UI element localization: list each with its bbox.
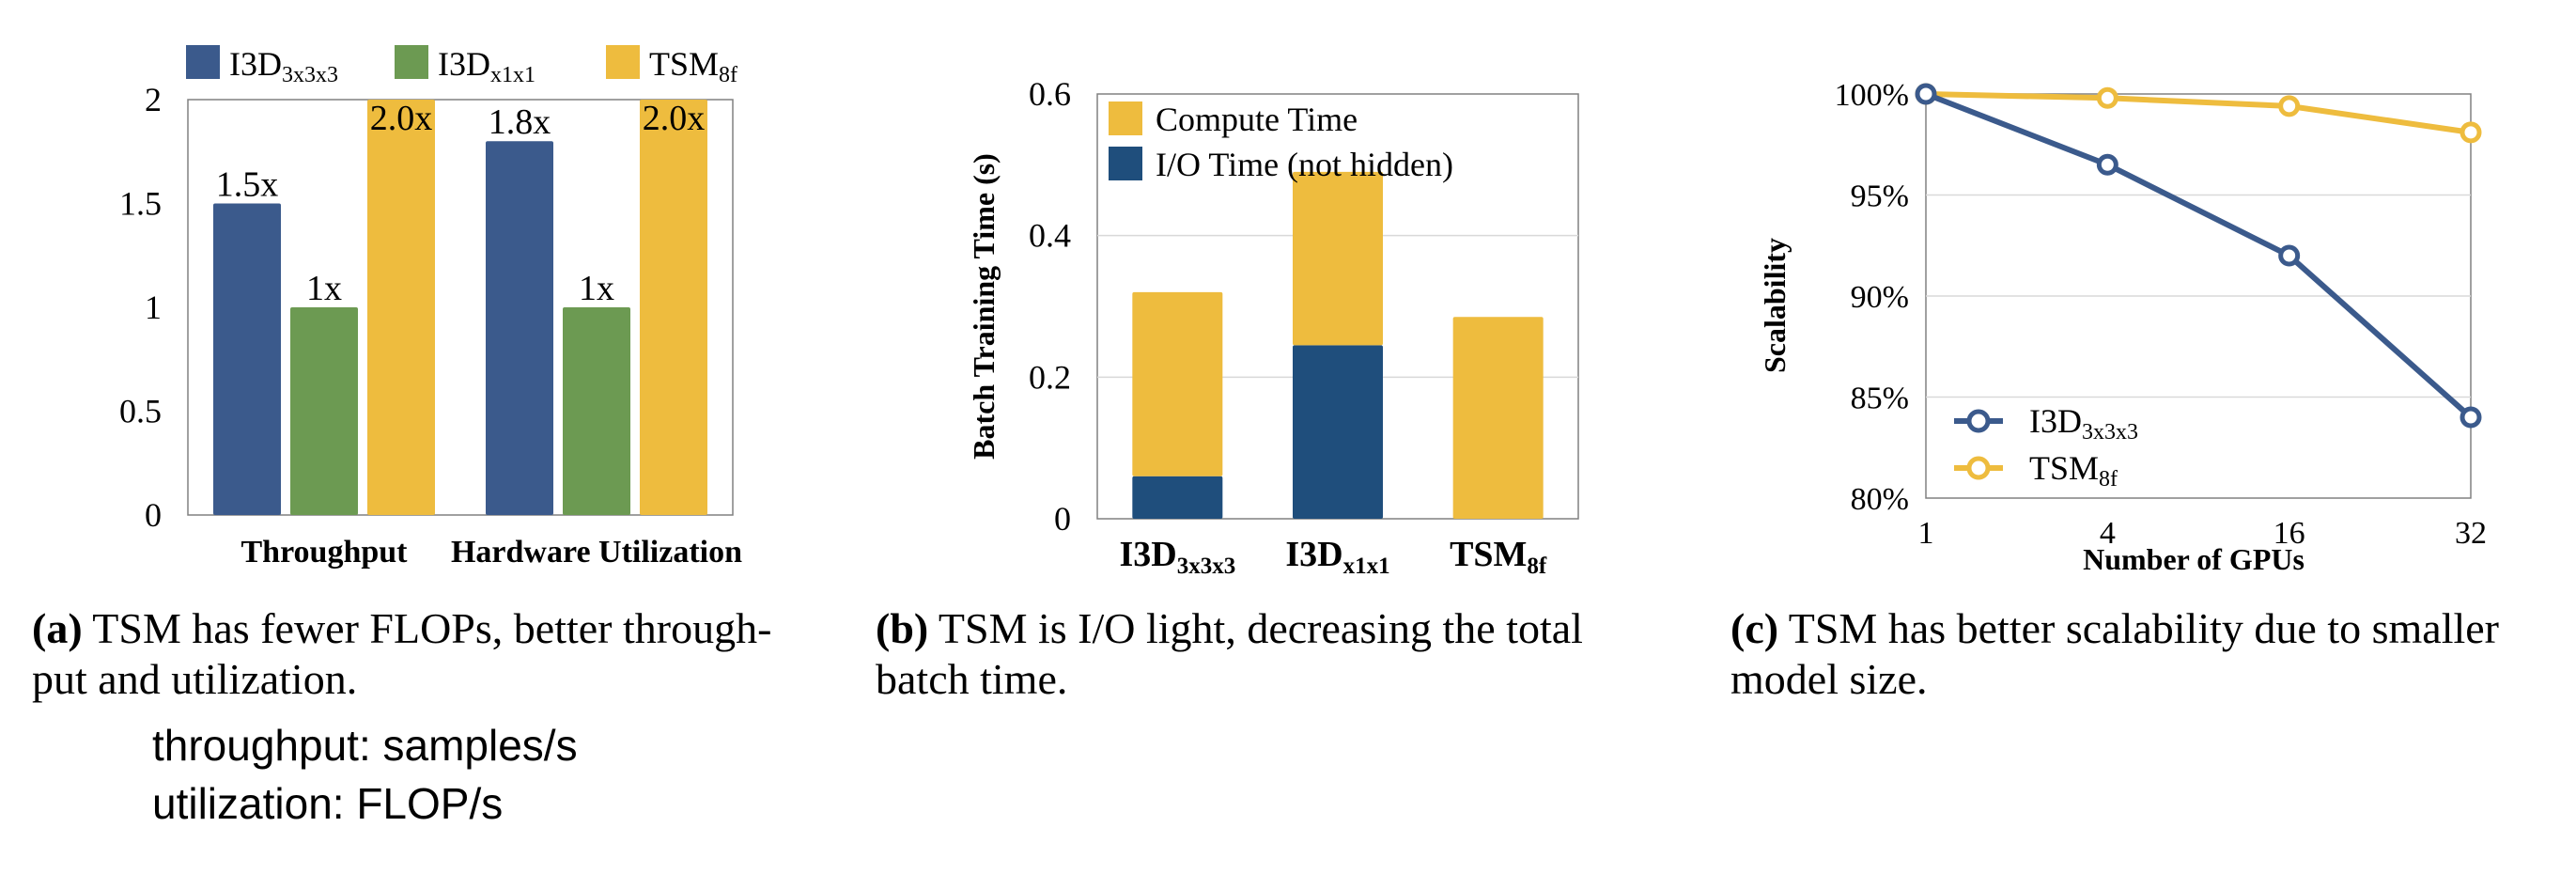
caption-c-line1: TSM has better scalability due to smalle… [1778,604,2499,652]
chart-a-throughput-utilization: 0 0.5 1 1.5 2 Throughput 1.5x 1x 2.0x Hardware Ut… [119,45,742,570]
stacked-bar-segment [1452,317,1544,519]
y-tick-label: 80% [1851,482,1909,517]
caption-b-label: (b) [876,604,929,652]
stacked-bar-segment [1132,476,1223,519]
data-point [2096,86,2118,109]
x-tick-label: 4 [2100,516,2116,551]
y-tick-label: 2 [145,81,162,118]
x-category-label: Hardware Utilization [451,535,742,570]
bar [563,307,630,515]
caption-a-line1: TSM has fewer FLOPs, better through- [82,604,772,652]
x-axis-title: Number of GPUs [2083,542,2304,576]
caption-c-label: (c) [1730,604,1779,652]
data-point [1915,83,1937,105]
y-tick-label: 0 [1054,500,1071,538]
x-category-label: I3Dx1x1 [1285,535,1389,579]
y-tick-label: 0.2 [1029,358,1071,396]
caption-a-line2: put and utilization. [32,655,358,703]
x-category-label: I3D3x3x3 [1119,535,1235,579]
y-tick-label: 85% [1851,382,1909,416]
legend-label: I3D3x3x3 [229,45,338,87]
data-point [2278,244,2301,267]
series-line [1924,91,2473,420]
legend-swatch [395,45,428,79]
caption-b-line1: TSM is I/O light, decreasing the total [928,604,1583,652]
x-tick-label: 32 [2455,516,2487,551]
legend-marker [1966,456,1991,480]
x-tick-label: 16 [2273,516,2305,551]
caption-b: (b) TSM is I/O light, decreasing the tot… [876,603,1702,705]
y-tick-label: 0 [145,496,162,534]
y-tick-label: 0.6 [1029,75,1071,113]
series-line [1925,91,2472,135]
stacked-bar-segment [1132,291,1223,476]
caption-c: (c) TSM has better scalability due to sm… [1730,603,2576,705]
legend-swatch [1109,101,1142,135]
x-category-label: Throughput [241,535,408,570]
legend-swatch [186,45,220,79]
x-category-label: TSM8f [1450,535,1547,579]
units-note: throughput: samples/s utilization: FLOP/… [152,716,578,833]
y-axis-title: Scalability [1758,238,1792,373]
bar [367,100,435,515]
bar [486,141,553,515]
bar [640,100,707,515]
data-point [2278,95,2301,117]
y-axis-title: Batch Training Time (s) [967,153,1001,460]
bar-data-label: 2.0x [370,99,433,138]
bar-data-label: 1x [306,269,342,308]
bar-data-label: 2.0x [643,99,706,138]
legend-label: I3Dx1x1 [438,45,535,87]
y-tick-label: 0.4 [1029,217,1071,255]
data-point [2460,121,2482,144]
y-tick-label: 0.5 [119,393,162,430]
legend-label: I/O Time (not hidden) [1156,146,1453,183]
y-tick-label: 1 [145,289,162,326]
y-tick-label: 100% [1835,78,1909,113]
legend-swatch [606,45,640,79]
legend-label: TSM8f [649,45,737,87]
data-point [2096,153,2118,176]
legend-label: Compute Time [1156,101,1358,138]
caption-a-label: (a) [32,604,83,652]
units-note-utilization: utilization: FLOP/s [152,779,504,828]
legend-label: TSM8f [2029,449,2118,492]
chart-b-batch-training-time: 0 0.2 0.4 0.6 Batch Training Time (s) I3D3x3x… [967,75,1579,579]
caption-b-line2: batch time. [876,655,1068,703]
x-tick-label: 1 [1918,516,1934,551]
stacked-bar-segment [1293,345,1383,519]
chart-c-scalability: 80% 85% 90% 95% 100% 1 4 16 32 Number of GPUs Scal… [1758,78,2487,576]
legend-swatch [1109,147,1142,180]
legend-label: I3D3x3x3 [2029,402,2138,445]
y-tick-label: 1.5 [119,185,162,223]
plot-frame [187,99,734,516]
bar [290,307,358,515]
units-note-throughput: throughput: samples/s [152,721,578,770]
bar-data-label: 1x [579,269,614,308]
caption-a: (a) TSM has fewer FLOPs, better through-… [32,603,859,705]
bar-data-label: 1.8x [489,102,551,142]
stacked-bar-segment [1293,171,1383,346]
legend-marker [1966,409,1991,433]
bar [213,203,281,515]
y-tick-label: 95% [1851,179,1909,214]
caption-c-line2: model size. [1730,655,1928,703]
data-point [2460,406,2482,429]
bar-data-label: 1.5x [216,165,279,205]
y-tick-label: 90% [1851,280,1909,315]
